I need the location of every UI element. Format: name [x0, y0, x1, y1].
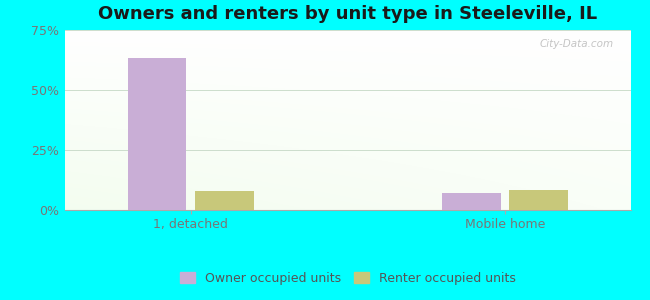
- Legend: Owner occupied units, Renter occupied units: Owner occupied units, Renter occupied un…: [180, 272, 515, 285]
- Bar: [442, 193, 501, 210]
- Bar: [509, 190, 567, 210]
- Title: Owners and renters by unit type in Steeleville, IL: Owners and renters by unit type in Steel…: [98, 5, 597, 23]
- Bar: [128, 58, 187, 210]
- Text: City-Data.com: City-Data.com: [540, 39, 614, 49]
- Bar: [195, 191, 254, 210]
